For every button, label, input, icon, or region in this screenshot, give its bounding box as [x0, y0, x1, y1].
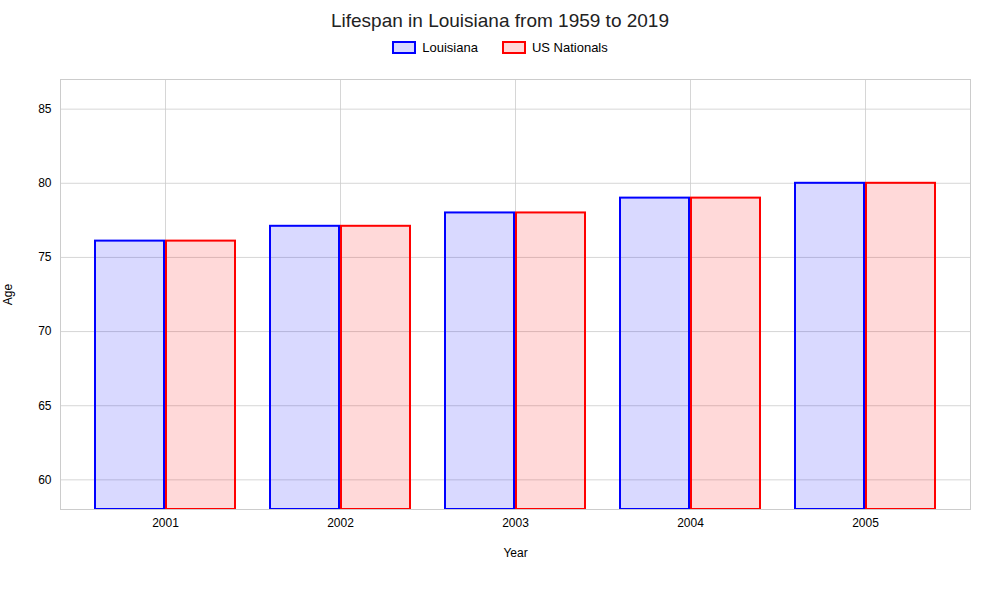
svg-text:60: 60 [38, 473, 52, 487]
svg-text:2003: 2003 [502, 516, 529, 530]
svg-text:65: 65 [38, 399, 52, 413]
html-text:Louisiana: Louisiana [422, 40, 478, 55]
html-text:US Nationals: US Nationals [531, 40, 608, 55]
html-text:Lifespan in Louisiana from 195: Lifespan in Louisiana from 1959 to 2019 [331, 10, 669, 31]
svg-text:2001: 2001 [152, 516, 179, 530]
svg-text:75: 75 [38, 250, 52, 264]
svg-text:Age: Age [1, 284, 15, 306]
svg-text:2004: 2004 [677, 516, 704, 530]
svg-text:2002: 2002 [327, 516, 354, 530]
svg-text:2005: 2005 [852, 516, 879, 530]
svg-text:85: 85 [38, 102, 52, 116]
svg-text:Year: Year [503, 546, 527, 560]
svg-text:70: 70 [38, 324, 52, 338]
svg-text:80: 80 [38, 176, 52, 190]
